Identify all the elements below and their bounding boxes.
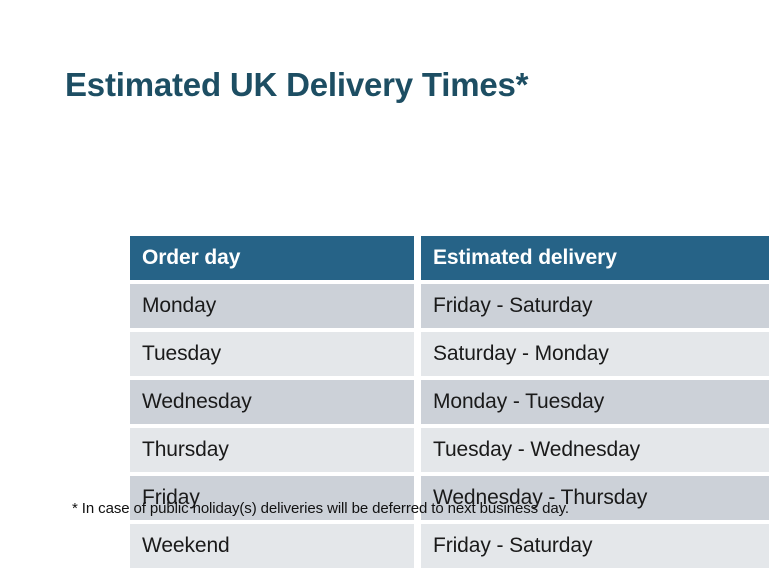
- cell-estimated-delivery: Tuesday - Wednesday: [421, 428, 769, 472]
- delivery-times-table: Order day Estimated delivery Monday Frid…: [123, 232, 769, 572]
- column-header-order-day: Order day: [130, 236, 414, 280]
- table-header-row: Order day Estimated delivery: [130, 236, 769, 280]
- cell-estimated-delivery: Wednesday - Thursday: [421, 476, 769, 520]
- table-header: Order day Estimated delivery: [130, 236, 769, 280]
- cell-order-day: Friday: [130, 476, 414, 520]
- cell-order-day: Monday: [130, 284, 414, 328]
- cell-order-day: Weekend: [130, 524, 414, 568]
- table-row: Thursday Tuesday - Wednesday: [130, 428, 769, 472]
- footnote-text: * In case of public holiday(s) deliverie…: [72, 500, 569, 517]
- table-row: Friday Wednesday - Thursday: [130, 476, 769, 520]
- cell-estimated-delivery: Monday - Tuesday: [421, 380, 769, 424]
- table-row: Tuesday Saturday - Monday: [130, 332, 769, 376]
- cell-order-day: Thursday: [130, 428, 414, 472]
- column-header-estimated-delivery: Estimated delivery: [421, 236, 769, 280]
- cell-estimated-delivery: Friday - Saturday: [421, 284, 769, 328]
- cell-order-day: Tuesday: [130, 332, 414, 376]
- delivery-times-page: Estimated UK Delivery Times* Order day E…: [65, 66, 769, 568]
- page-title: Estimated UK Delivery Times*: [65, 66, 529, 104]
- table-row: Monday Friday - Saturday: [130, 284, 769, 328]
- table-row: Wednesday Monday - Tuesday: [130, 380, 769, 424]
- cell-estimated-delivery: Friday - Saturday: [421, 524, 769, 568]
- cell-estimated-delivery: Saturday - Monday: [421, 332, 769, 376]
- cell-order-day: Wednesday: [130, 380, 414, 424]
- table-row: Weekend Friday - Saturday: [130, 524, 769, 568]
- table-body: Monday Friday - Saturday Tuesday Saturda…: [130, 284, 769, 568]
